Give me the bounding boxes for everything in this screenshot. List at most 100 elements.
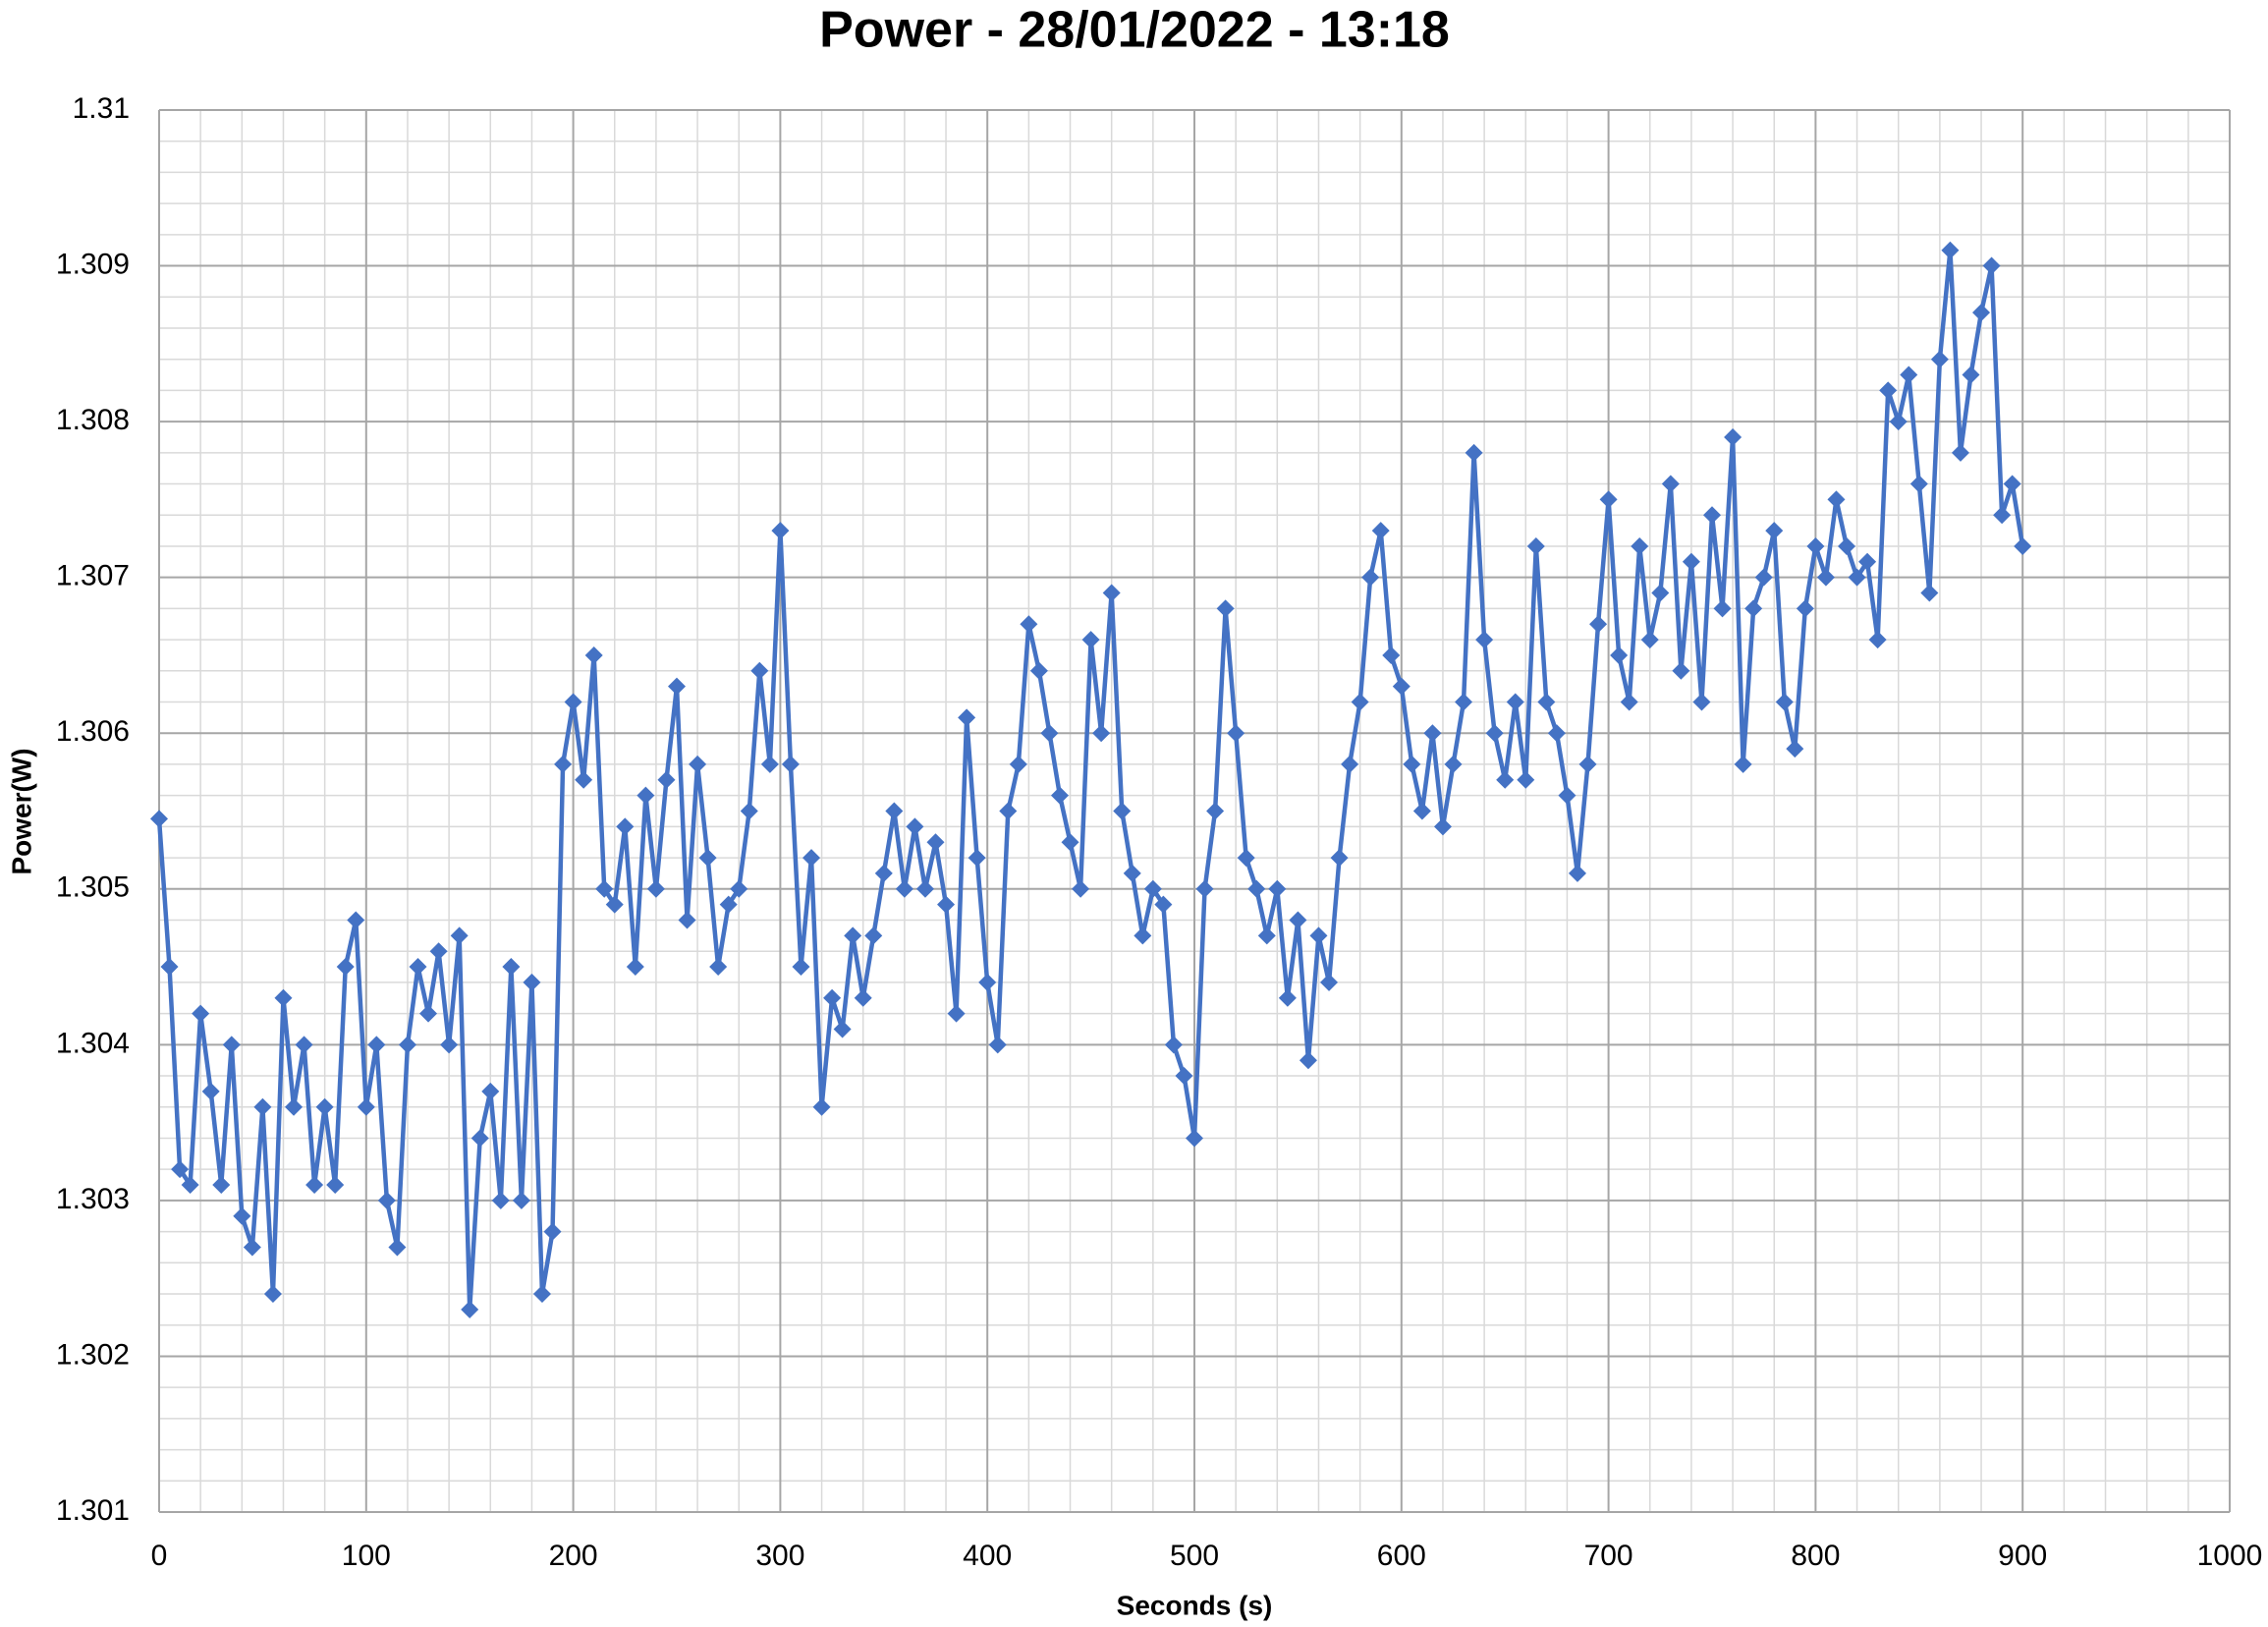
data-point [315,1097,334,1116]
data-point [1423,724,1442,743]
data-point [1392,677,1411,696]
data-point [532,1285,551,1304]
data-point [1651,584,1670,602]
data-point [1382,645,1401,664]
x-tick-label: 200 [549,1540,598,1572]
data-point [212,1176,231,1195]
data-point [968,849,986,868]
data-point [678,911,696,929]
data-point [885,802,904,820]
data-point [1547,724,1566,743]
y-tick-label: 1.309 [56,248,130,280]
data-point [1661,475,1680,493]
data-point [336,958,355,977]
data-point [915,879,934,898]
data-point [419,1004,438,1023]
data-point [1816,568,1835,587]
data-point [1879,381,1898,400]
y-tick-label: 1.307 [56,560,130,592]
data-point [1672,661,1690,680]
data-point [1475,631,1494,649]
data-point [450,926,469,945]
data-point [926,833,945,852]
data-point [781,755,800,773]
data-point [1724,427,1742,446]
data-point [523,973,541,991]
data-point [1889,413,1908,431]
data-point [409,958,427,977]
data-point [750,661,769,680]
data-point [1775,693,1794,711]
data-point [1517,770,1535,789]
data-point [222,1036,241,1054]
y-axis-title: Power(W) [6,748,36,874]
data-point [543,1222,562,1241]
data-point [1909,475,1928,493]
data-point [388,1238,407,1257]
data-point [2014,536,2032,555]
data-point [491,1191,510,1209]
data-point [575,770,593,789]
data-point [895,879,913,898]
data-point [1599,490,1618,509]
data-point [481,1082,500,1100]
data-point [771,522,790,540]
data-point [1848,568,1866,587]
data-point [947,1004,966,1023]
y-tick-label: 1.308 [56,404,130,436]
data-point [285,1097,304,1116]
x-tick-label: 100 [342,1540,391,1572]
data-point [1206,802,1225,820]
data-point [1092,724,1111,743]
data-point [1526,536,1545,555]
data-point [1134,926,1152,945]
data-point [171,1160,190,1179]
data-point [367,1036,386,1054]
data-point [1589,615,1608,634]
data-point [1009,755,1027,773]
y-tick-label: 1.305 [56,871,130,904]
data-point [326,1176,345,1195]
data-point [502,958,521,977]
data-point [626,958,644,977]
data-point [906,817,924,836]
data-point [1020,615,1038,634]
data-point [584,645,603,664]
data-point [1796,599,1814,618]
data-point [1268,879,1287,898]
data-point [1320,973,1339,991]
data-point [1951,443,1969,462]
data-point [357,1097,375,1116]
data-point [646,879,665,898]
data-point [347,911,365,929]
data-point [1703,506,1721,525]
data-point [564,693,582,711]
data-point [1506,693,1524,711]
data-point [150,810,168,828]
data-point [554,755,573,773]
data-point [512,1191,530,1209]
data-point [192,1004,210,1023]
data-point [709,958,728,977]
data-point [854,988,872,1007]
data-point [1900,365,1918,384]
data-point [1786,740,1804,758]
data-point [760,755,779,773]
x-tick-label: 400 [963,1540,1012,1572]
chart-title: Power - 28/01/2022 - 13:18 [819,2,1450,59]
x-tick-label: 800 [1791,1540,1840,1572]
data-point [636,786,655,805]
data-point [1164,1036,1183,1054]
data-point [802,849,821,868]
data-point [1962,365,1980,384]
data-point [657,770,676,789]
data-point [1072,879,1090,898]
data-point [1713,599,1732,618]
data-point [1341,755,1359,773]
data-point [398,1036,416,1054]
data-point [1640,631,1659,649]
data-point [1186,1129,1203,1148]
data-point [1631,536,1649,555]
data-point [1247,879,1266,898]
